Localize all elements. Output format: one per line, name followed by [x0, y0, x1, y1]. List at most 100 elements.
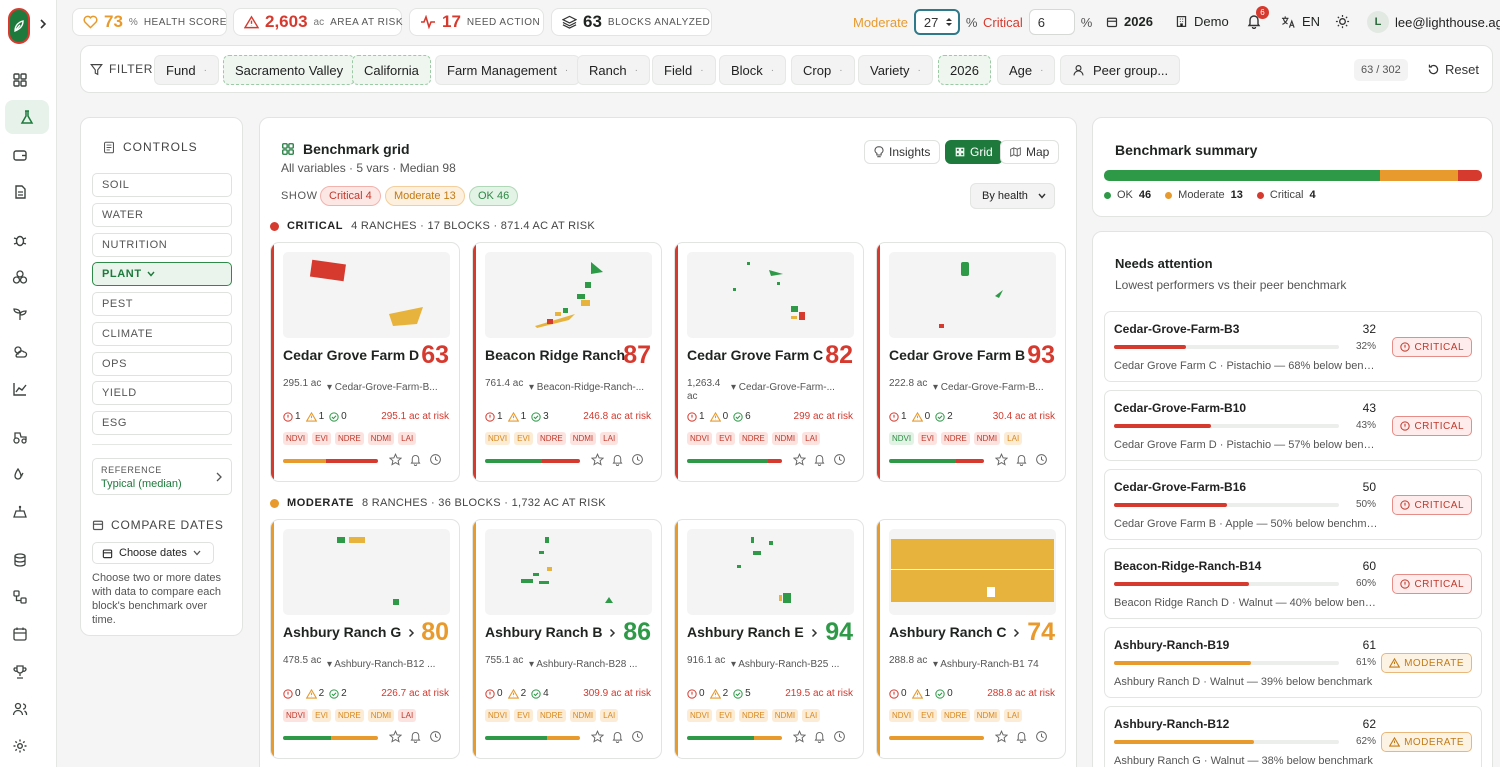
language-selector[interactable]: EN	[1281, 14, 1320, 29]
index-chip[interactable]: LAI	[1004, 709, 1023, 722]
index-chip[interactable]: NDMI	[771, 709, 799, 722]
stepper-icon[interactable]	[945, 16, 953, 28]
index-chip[interactable]: NDMI	[367, 432, 395, 445]
index-chip[interactable]: NDRE	[941, 709, 970, 722]
star-icon[interactable]	[389, 730, 402, 743]
filter-chip-block[interactable]: Block ·	[719, 55, 787, 85]
index-chip[interactable]: LAI	[398, 709, 417, 722]
health-score-pill[interactable]: 73% HEALTH SCORE	[72, 8, 227, 36]
clock-icon[interactable]	[1035, 730, 1048, 743]
index-chip[interactable]: NDMI	[367, 709, 395, 722]
org-selector[interactable]: Demo	[1175, 14, 1229, 29]
block-map-thumbnail[interactable]	[687, 252, 854, 338]
filter-chip-ranch[interactable]: Ranch ·	[577, 55, 650, 85]
year-selector[interactable]: 2026	[1106, 14, 1153, 29]
index-chip[interactable]: NDVI	[485, 709, 511, 722]
bell-icon[interactable]	[611, 730, 624, 743]
sort-select[interactable]: By health	[970, 183, 1055, 209]
clock-icon[interactable]	[833, 453, 846, 466]
control-yield[interactable]: YIELD	[92, 381, 232, 405]
control-plant[interactable]: PLANT	[92, 262, 232, 286]
reference-selector[interactable]: REFERENCE Typical (median)	[92, 458, 232, 495]
block-selector[interactable]: ▾ Cedar-Grove-Farm-B...	[327, 382, 438, 393]
index-chip[interactable]: NDRE	[335, 709, 364, 722]
index-chip[interactable]: EVI	[918, 709, 938, 722]
filter-chip-region[interactable]: Sacramento Valley	[223, 55, 356, 85]
filter-chip-farm-management[interactable]: Farm Management ·	[435, 55, 581, 85]
filter-chip-age[interactable]: Age ·	[997, 55, 1056, 85]
filter-chip-field[interactable]: Field ·	[652, 55, 716, 85]
trophy-icon[interactable]	[8, 660, 32, 684]
index-chip[interactable]: EVI	[312, 709, 332, 722]
attention-item[interactable]: Cedar-Grove-Farm-B16 50 50% Cedar Grove …	[1104, 469, 1482, 540]
grid-view-button[interactable]: Grid	[945, 140, 1003, 164]
chevron-right-icon[interactable]	[38, 18, 48, 30]
chart-line-icon[interactable]	[8, 377, 32, 401]
sprout-icon[interactable]	[8, 302, 32, 326]
reset-button[interactable]: Reset	[1427, 62, 1479, 77]
index-chip[interactable]: NDRE	[537, 432, 566, 445]
clock-icon[interactable]	[631, 730, 644, 743]
index-chip[interactable]: LAI	[1004, 432, 1023, 445]
block-map-thumbnail[interactable]	[485, 252, 652, 338]
block-map-thumbnail[interactable]	[283, 529, 450, 615]
attention-item[interactable]: Beacon-Ridge-Ranch-B14 60 60% Beacon Rid…	[1104, 548, 1482, 619]
filter-tag-ok[interactable]: OK 46	[469, 186, 519, 206]
critical-threshold-input[interactable]: 6	[1028, 9, 1075, 35]
index-chip[interactable]: NDMI	[569, 432, 597, 445]
index-chip[interactable]: NDRE	[941, 432, 970, 445]
block-map-thumbnail[interactable]	[485, 529, 652, 615]
control-soil[interactable]: SOIL	[92, 173, 232, 197]
ranch-card[interactable]: Ashbury Ranch G 80 478.5 ac ▾ Ashbury-Ra…	[270, 519, 460, 759]
filter-chip-fund[interactable]: Fund ·	[154, 55, 219, 85]
block-selector[interactable]: ▾ Cedar-Grove-Farm-B...	[933, 382, 1044, 393]
users-icon[interactable]	[8, 697, 32, 721]
block-selector[interactable]: ▾ Ashbury-Ranch-B28 ...	[529, 659, 638, 670]
benchmark-flask-icon[interactable]	[5, 100, 49, 134]
app-logo[interactable]	[8, 8, 30, 44]
block-selector[interactable]: ▾ Ashbury-Ranch-B25 ...	[731, 659, 840, 670]
insights-button[interactable]: Insights	[864, 140, 941, 164]
star-icon[interactable]	[995, 730, 1008, 743]
index-chip[interactable]: EVI	[312, 432, 332, 445]
user-menu[interactable]: L lee@lighthouse.ag	[1367, 11, 1500, 33]
index-chip[interactable]: NDVI	[889, 432, 915, 445]
area-at-risk-pill[interactable]: 2,603 ac AREA AT RISK	[233, 8, 403, 36]
need-action-pill[interactable]: 17 NEED ACTION	[409, 8, 544, 36]
theme-toggle[interactable]	[1335, 14, 1350, 29]
workflow-icon[interactable]	[8, 585, 32, 609]
index-chip[interactable]: NDMI	[569, 709, 597, 722]
control-pest[interactable]: PEST	[92, 292, 232, 316]
ranch-name[interactable]: Ashbury Ranch B	[485, 624, 616, 640]
attention-item[interactable]: Cedar-Grove-Farm-B3 32 32% Cedar Grove F…	[1104, 311, 1482, 382]
bell-icon[interactable]	[813, 453, 826, 466]
blocks-analyzed-pill[interactable]: 63 BLOCKS ANALYZED	[551, 8, 712, 36]
index-chip[interactable]: NDMI	[771, 432, 799, 445]
control-ops[interactable]: OPS	[92, 352, 232, 376]
clock-icon[interactable]	[1035, 453, 1048, 466]
scale-icon[interactable]	[8, 500, 32, 524]
control-climate[interactable]: CLIMATE	[92, 322, 232, 346]
index-chip[interactable]: NDVI	[687, 709, 713, 722]
control-water[interactable]: WATER	[92, 203, 232, 227]
index-chip[interactable]: NDRE	[335, 432, 364, 445]
choose-dates-button[interactable]: Choose dates	[92, 542, 214, 564]
block-map-thumbnail[interactable]	[889, 252, 1056, 338]
star-icon[interactable]	[995, 453, 1008, 466]
index-chip[interactable]: NDVI	[283, 709, 309, 722]
index-chip[interactable]: NDVI	[485, 432, 511, 445]
attention-item[interactable]: Cedar-Grove-Farm-B10 43 43% Cedar Grove …	[1104, 390, 1482, 461]
index-chip[interactable]: NDMI	[973, 709, 1001, 722]
ranch-name[interactable]: Ashbury Ranch C	[889, 624, 1020, 640]
block-map-thumbnail[interactable]	[283, 252, 450, 338]
database-icon[interactable]	[8, 548, 32, 572]
block-selector[interactable]: ▾ Beacon-Ridge-Ranch-...	[529, 382, 645, 393]
control-nutrition[interactable]: NUTRITION	[92, 233, 232, 257]
dashboard-icon[interactable]	[8, 68, 32, 92]
water-drops-icon[interactable]	[8, 462, 32, 486]
filter-chip-variety[interactable]: Variety ·	[858, 55, 933, 85]
index-chip[interactable]: EVI	[918, 432, 938, 445]
ranch-card[interactable]: Cedar Grove Farm C 82 1,263.4 ac ▾ Cedar…	[674, 242, 864, 482]
block-map-thumbnail[interactable]	[687, 529, 854, 615]
index-chip[interactable]: EVI	[514, 709, 534, 722]
